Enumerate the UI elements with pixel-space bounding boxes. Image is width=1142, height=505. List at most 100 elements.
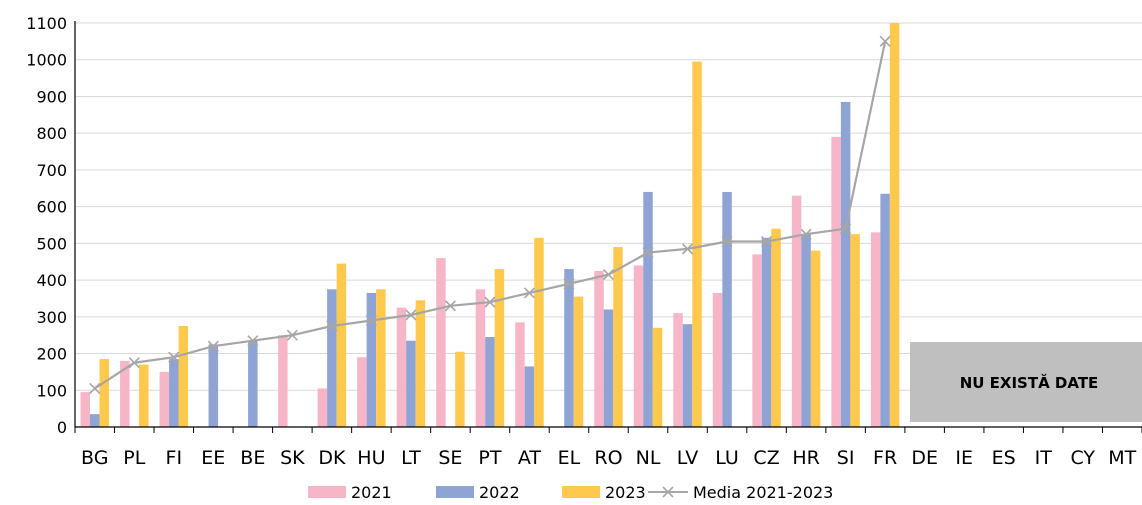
average-point xyxy=(484,296,496,308)
y-tick-label: 100 xyxy=(36,381,67,400)
x-tick-label: NL xyxy=(636,447,661,469)
bar-2022-EE xyxy=(208,344,219,427)
y-tick-label: 800 xyxy=(36,124,67,143)
bar-2022-SI xyxy=(840,101,851,428)
no-data-box xyxy=(910,342,1142,422)
bar-2022-RO xyxy=(603,309,614,427)
bar-2023-AT xyxy=(534,237,544,427)
bar-2022-FI xyxy=(169,359,179,427)
bar-2023-HR xyxy=(810,250,821,427)
bar-2023-NL xyxy=(652,327,663,427)
average-point xyxy=(602,269,615,281)
bar-2023-PT xyxy=(494,269,505,427)
bar-2021-CZ xyxy=(752,254,762,427)
bar-2021-LU xyxy=(712,292,723,427)
bar-2023-SI xyxy=(850,234,860,427)
y-tick-label: 300 xyxy=(36,308,67,327)
bar-2021-SE xyxy=(436,258,446,427)
legend-item: 2021 xyxy=(308,483,392,502)
bar-2023-FR xyxy=(889,23,900,427)
x-tick-label: ES xyxy=(992,447,1016,469)
x-tick-label: SE xyxy=(438,447,462,469)
bar-2021-PL xyxy=(120,360,130,427)
average-point xyxy=(721,235,733,248)
y-tick-label: 600 xyxy=(36,198,67,217)
y-tick-label: 0 xyxy=(57,418,67,437)
bar-2022-HU xyxy=(366,292,377,427)
x-tick-label: SI xyxy=(837,447,855,469)
x-tick-label: BE xyxy=(240,447,265,469)
average-point xyxy=(444,300,456,312)
x-tick-label: DE xyxy=(911,447,938,469)
x-tick-label: IE xyxy=(955,447,973,469)
x-tick-label: RO xyxy=(594,447,622,469)
bar-2023-SE xyxy=(455,351,465,427)
average-point xyxy=(879,35,891,47)
average-point xyxy=(365,314,377,327)
average-point xyxy=(840,223,852,235)
bar-2023-DK xyxy=(336,263,347,427)
bar-2022-BE xyxy=(248,340,258,427)
x-tick-label: BG xyxy=(81,447,108,469)
average-point xyxy=(405,309,417,321)
bar-2023-LT xyxy=(415,300,426,427)
axes xyxy=(74,21,1142,433)
x-tick-label: EE xyxy=(201,447,225,469)
y-tick-label: 500 xyxy=(36,234,67,253)
bar-2022-LU xyxy=(722,191,732,427)
y-tick-labels: 0 100 200 300 400 500 600 700 800 900 1000 1100 xyxy=(26,14,67,437)
legend-swatch xyxy=(308,486,346,498)
average-point xyxy=(761,235,773,248)
y-tick-label: 900 xyxy=(36,87,67,106)
bar-2023-BG xyxy=(99,359,110,427)
x-tick-label: HR xyxy=(792,447,820,469)
no-data-label: NU EXISTĂ DATE xyxy=(960,373,1099,392)
average-point xyxy=(800,228,812,240)
bar-2021-BG xyxy=(80,392,91,427)
bar-2022-CZ xyxy=(761,237,772,427)
x-tick-label: EL xyxy=(558,447,581,469)
x-tick-label: PT xyxy=(478,447,501,469)
x-tick-label: HU xyxy=(357,447,385,469)
bar-2022-EL xyxy=(564,269,574,427)
bar-2021-SI xyxy=(831,136,841,427)
x-tick-label: CZ xyxy=(753,447,779,469)
legend-item: Media 2021-2023 xyxy=(648,483,833,502)
legend-label: 2022 xyxy=(479,483,520,502)
average-point xyxy=(207,340,219,352)
legend-item: 2022 xyxy=(436,483,520,502)
bar-2023-EL xyxy=(573,296,584,427)
average-point xyxy=(128,357,140,369)
bar-2022-DK xyxy=(327,289,337,427)
x-tick-label: IT xyxy=(1035,447,1053,469)
x-tick-label: FR xyxy=(873,447,897,469)
legend-item: 2023 xyxy=(562,483,646,502)
bar-2022-AT xyxy=(524,366,535,427)
bar-2022-LT xyxy=(406,340,416,427)
x-tick-label: LV xyxy=(677,447,699,469)
bar-2021-AT xyxy=(515,322,525,427)
average-point xyxy=(563,278,575,290)
bar-2021-DK xyxy=(317,388,328,427)
bar-2023-CZ xyxy=(771,228,781,427)
x-tick-label: MT xyxy=(1108,447,1136,469)
y-tick-label: 400 xyxy=(36,271,67,290)
legend-label: Media 2021-2023 xyxy=(693,483,833,502)
bar-2021-HU xyxy=(357,357,367,427)
x-tick-label: PL xyxy=(123,447,145,469)
bar-2023-HU xyxy=(376,289,386,427)
y-tick-label: 1000 xyxy=(26,51,67,70)
bar-2023-PL xyxy=(139,364,149,427)
average-point xyxy=(326,320,338,332)
average-point xyxy=(89,382,101,395)
average-point xyxy=(681,243,694,255)
x-tick-label: LT xyxy=(401,447,421,469)
y-tick-label: 1100 xyxy=(26,14,67,33)
bar-2022-HR xyxy=(801,234,811,427)
y-tick-label: 200 xyxy=(36,345,67,364)
legend-swatch xyxy=(562,486,600,498)
bar-2022-BG xyxy=(90,414,100,427)
legend-label: 2023 xyxy=(605,483,646,502)
bar-2023-RO xyxy=(613,247,623,427)
